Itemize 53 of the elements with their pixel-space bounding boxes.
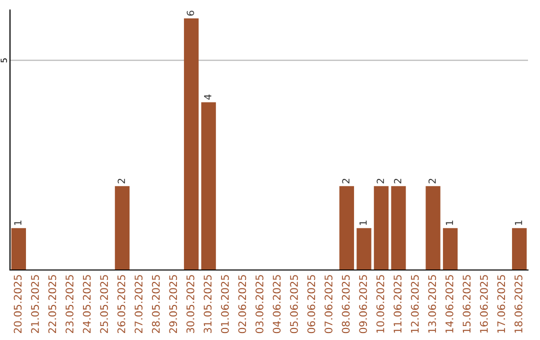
x-tick-label: 29.05.2025 [169, 275, 178, 334]
y-tick-label: 5 [0, 58, 7, 62]
x-tick-label: 20.05.2025 [14, 275, 22, 334]
x-tick-label: 11.06.2025 [394, 275, 402, 333]
bar [391, 186, 406, 270]
x-tick-label: 18.06.2025 [514, 275, 522, 333]
bar [442, 228, 458, 270]
data-label: 6 [186, 10, 194, 16]
data-label: 1 [360, 220, 367, 225]
x-tick-label: 12.06.2025 [410, 275, 419, 333]
bar [339, 186, 354, 270]
data-label: 2 [428, 178, 436, 184]
bar [184, 18, 199, 270]
x-tick-label: 23.05.2025 [66, 275, 74, 334]
bar [201, 102, 216, 270]
data-label: 4 [204, 94, 212, 100]
x-tick-label: 30.05.2025 [186, 275, 194, 334]
x-tick-label: 13.06.2025 [428, 275, 436, 333]
data-label: 2 [376, 178, 384, 184]
x-tick-label: 03.06.2025 [256, 275, 264, 334]
bar [356, 228, 372, 270]
x-tick-label: 26.05.2025 [117, 275, 126, 334]
bar [426, 186, 440, 270]
x-tick-label: 01.06.2025 [220, 275, 229, 334]
x-tick-label: 08.06.2025 [342, 275, 350, 334]
data-label: 1 [446, 220, 453, 225]
x-tick-label: 17.06.2025 [497, 275, 506, 333]
x-tick-label: 22.05.2025 [48, 275, 56, 334]
data-label: 2 [342, 178, 350, 184]
x-tick-label: 27.05.2025 [134, 275, 143, 334]
x-tick-label: 02.06.2025 [238, 275, 246, 334]
data-label: 2 [394, 178, 402, 184]
x-tick-label: 25.05.2025 [100, 275, 108, 334]
bar [512, 228, 527, 270]
x-tick-label: 06.06.2025 [307, 275, 316, 334]
x-tick-label: 05.06.2025 [290, 275, 298, 334]
x-tick-label: 24.05.2025 [82, 275, 91, 334]
x-tick-label: 10.06.2025 [376, 275, 384, 333]
data-label: 2 [118, 178, 125, 184]
x-tick-label: 07.06.2025 [324, 275, 332, 334]
x-tick-label: 09.06.2025 [359, 275, 367, 334]
x-tick-label: 04.06.2025 [272, 275, 281, 334]
data-label: 1 [14, 220, 22, 225]
x-tick-label: 15.06.2025 [462, 275, 471, 333]
bar [374, 186, 389, 270]
x-tick-label: 21.05.2025 [31, 275, 39, 334]
x-tick-label: 14.06.2025 [445, 275, 454, 333]
bar [114, 186, 130, 270]
x-tick-label: 31.05.2025 [204, 275, 212, 334]
x-tick-label: 28.05.2025 [152, 275, 160, 334]
data-label: 1 [514, 220, 522, 225]
x-tick-label: 16.06.2025 [480, 275, 488, 333]
bar [11, 228, 26, 270]
